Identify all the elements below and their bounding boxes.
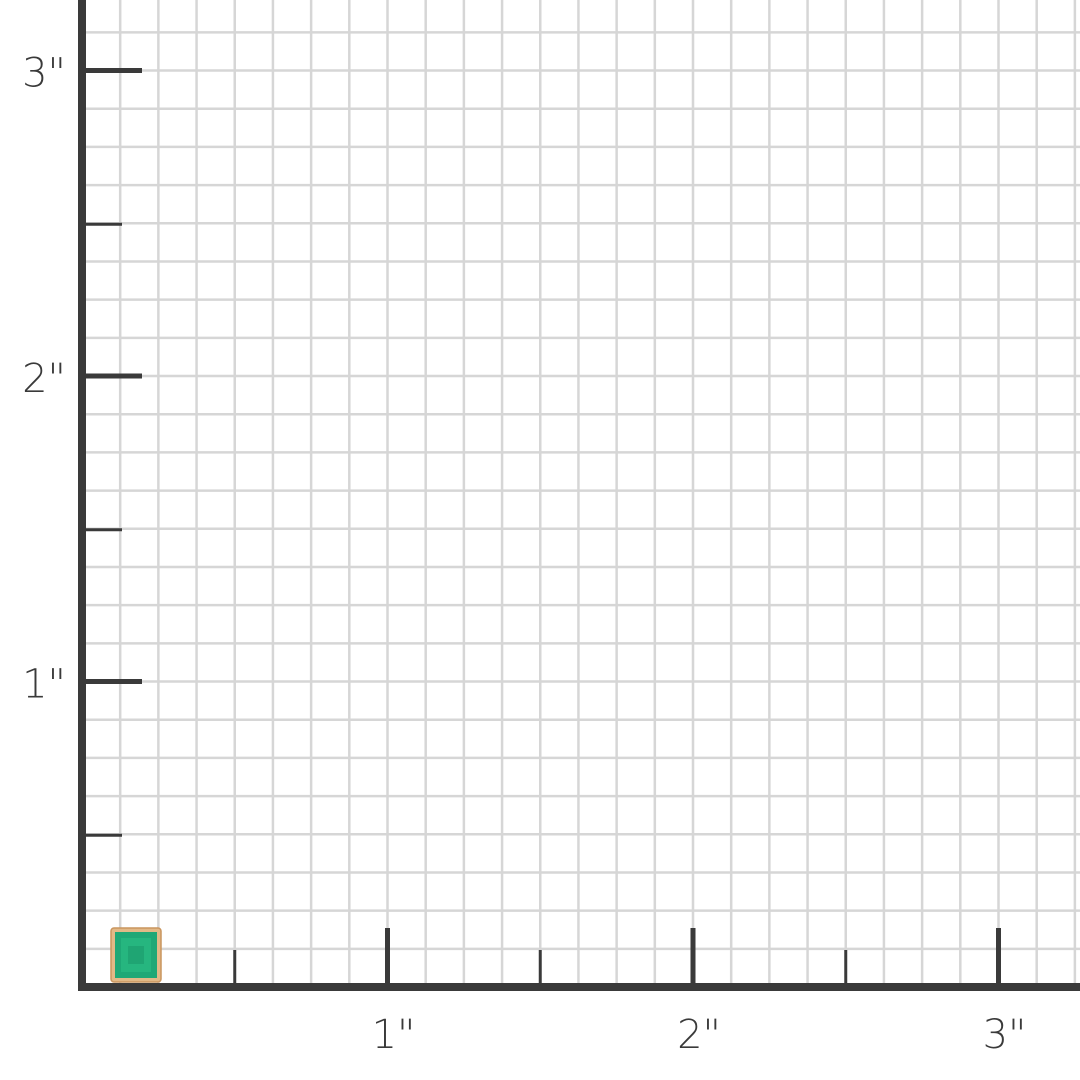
y-tick-label: 3": [22, 51, 66, 97]
x-tick-label: 3": [983, 1012, 1027, 1058]
y-tick-label: 2": [22, 356, 66, 402]
x-tick-label: 2": [677, 1012, 721, 1058]
emerald-earring-image: [110, 927, 162, 983]
grid-lines: [82, 0, 1080, 987]
axis-ticks: [82, 68, 1001, 987]
y-tick-label: 1": [22, 662, 66, 708]
x-tick-label: 1": [372, 1012, 416, 1058]
